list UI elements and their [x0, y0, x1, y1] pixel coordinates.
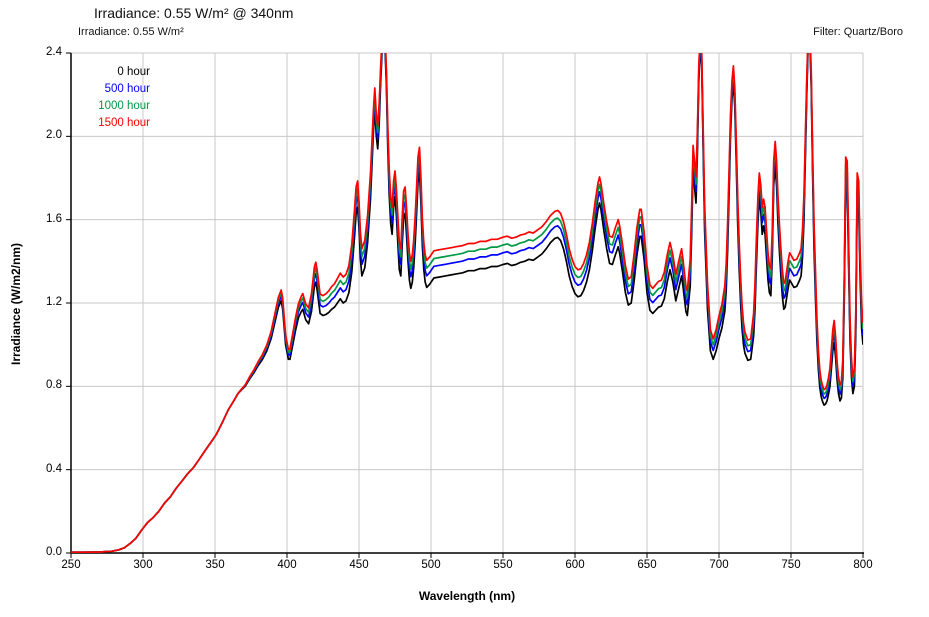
filter-label: Filter: Quartz/Boro — [813, 26, 903, 38]
x-tick-label: 750 — [781, 559, 801, 571]
page-title: Irradiance: 0.55 W/m² @ 340nm — [94, 5, 294, 21]
y-tick-label: 1.6 — [46, 212, 62, 225]
y-axis-label: Irradiance (W/m2/nm) — [9, 242, 23, 366]
x-tick-label: 500 — [421, 559, 441, 571]
x-tick-label: 650 — [637, 559, 657, 571]
x-tick-label: 250 — [61, 559, 81, 571]
chart-subtitle: Irradiance: 0.55 W/m² — [78, 26, 184, 38]
legend-item: 500 hour — [104, 83, 150, 95]
y-tick-label: 0.8 — [46, 379, 62, 392]
series-line-0-hour — [71, 53, 863, 553]
y-tick-label: 0.4 — [46, 462, 62, 475]
y-tick-label: 0.0 — [46, 546, 62, 558]
x-tick-label: 450 — [349, 559, 369, 571]
x-tick-label: 350 — [205, 559, 225, 571]
legend-item: 1000 hour — [98, 100, 150, 112]
x-axis-label: Wavelength (nm) — [418, 589, 516, 603]
x-tick-label: 800 — [853, 559, 873, 571]
x-tick-label: 600 — [565, 559, 585, 571]
legend: 0 hour 500 hour 1000 hour 1500 hour — [58, 64, 150, 132]
x-tick-label: 300 — [133, 559, 153, 571]
series-line-500-hour — [71, 53, 863, 553]
x-tick-label: 700 — [709, 559, 729, 571]
y-tick-label: 1.2 — [46, 296, 62, 308]
y-tick-label: 2.4 — [46, 46, 62, 58]
series-line-1500-hour — [71, 53, 863, 553]
legend-item: 0 hour — [117, 66, 150, 78]
legend-item: 1500 hour — [98, 117, 150, 129]
series-line-1000-hour — [71, 53, 863, 553]
x-tick-label: 400 — [277, 559, 297, 571]
x-tick-label: 550 — [493, 559, 513, 571]
y-tick-label: 2.0 — [46, 129, 62, 142]
